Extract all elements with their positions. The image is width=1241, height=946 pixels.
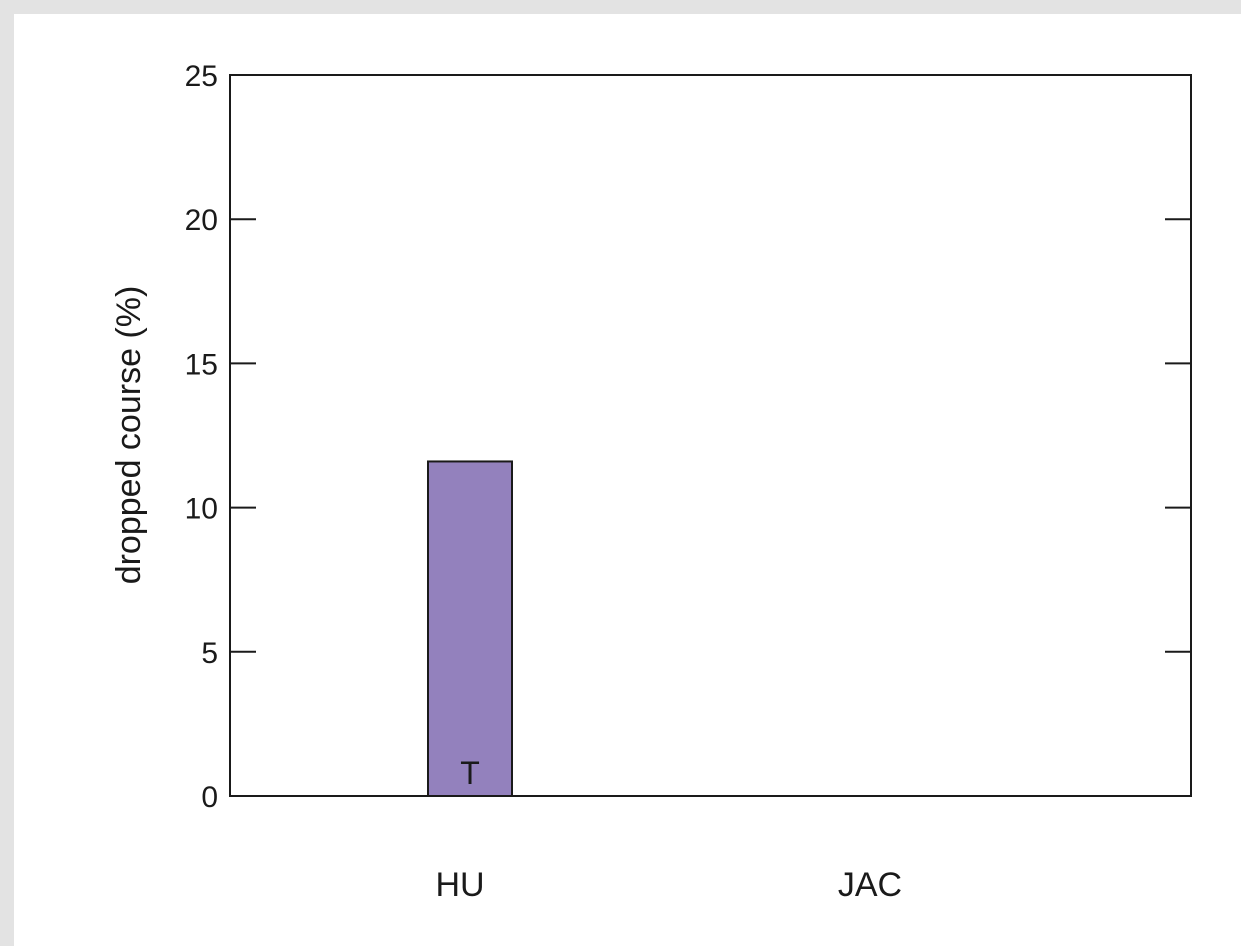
y-tick-label: 0 — [201, 781, 218, 814]
y-tick-label: 15 — [185, 348, 218, 381]
y-tick-label: 20 — [185, 204, 218, 237]
y-tick-label: 5 — [201, 637, 218, 670]
y-tick-label: 10 — [185, 493, 218, 526]
bar-label: T — [460, 755, 480, 791]
x-category-label: HU — [435, 866, 484, 904]
bar-chart: T 0 5 10 15 20 25 HU JAC dropped course (%) — [110, 60, 1192, 904]
y-tick-label: 25 — [185, 60, 218, 93]
x-category-label: JAC — [838, 866, 902, 904]
y-axis-title: dropped course (%) — [110, 286, 148, 585]
plot-frame — [229, 74, 1192, 797]
bar-hu — [427, 460, 513, 797]
figure-background: T 0 5 10 15 20 25 HU JAC dropped course (%) — [14, 14, 1241, 946]
